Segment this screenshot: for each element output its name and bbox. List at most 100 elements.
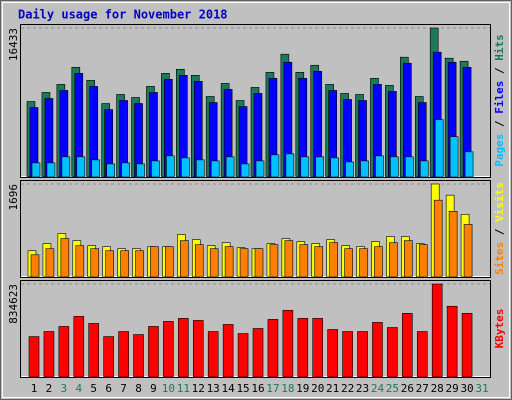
bar <box>285 153 295 178</box>
x-tick-label: 29 <box>446 382 459 395</box>
bar <box>166 155 175 178</box>
x-tick-label: 19 <box>296 382 309 395</box>
x-tick-label: 14 <box>222 382 236 395</box>
x-tick-label: 16 <box>251 382 264 395</box>
bar <box>239 248 249 278</box>
bar <box>103 336 114 378</box>
bar <box>46 162 56 178</box>
bar <box>282 309 294 378</box>
bar <box>327 329 338 378</box>
legend-separator: / <box>493 222 506 242</box>
legend-entry: Sites <box>493 242 506 275</box>
bar <box>135 250 144 278</box>
legend-entry: Visits <box>493 182 506 222</box>
bar <box>252 328 264 378</box>
x-tick-label: 3 <box>61 382 68 395</box>
bar <box>312 318 324 378</box>
bar <box>224 246 234 278</box>
bar <box>269 244 279 278</box>
x-tick-label: 7 <box>120 382 127 395</box>
bar <box>195 159 205 178</box>
bar <box>357 331 368 378</box>
x-tick-label: 23 <box>356 382 369 395</box>
bar <box>88 323 100 378</box>
bar <box>389 242 398 278</box>
bar <box>222 324 234 378</box>
x-tick-label: 22 <box>341 382 354 395</box>
x-tick-label: 2 <box>46 382 53 395</box>
x-tick-label: 21 <box>326 382 339 395</box>
bar <box>374 246 383 278</box>
bar <box>390 156 399 178</box>
bar <box>194 244 204 278</box>
bar <box>192 320 204 378</box>
bar <box>387 327 398 378</box>
bar <box>121 162 130 178</box>
bar <box>151 160 160 178</box>
legend-entry: Pages <box>493 134 506 167</box>
bar <box>416 331 428 378</box>
legend-separator: / <box>493 61 506 81</box>
bar <box>148 326 159 378</box>
bar <box>45 248 55 278</box>
x-tick-label: 5 <box>90 382 97 395</box>
bar <box>61 156 71 178</box>
legend-entry: Hits <box>493 34 506 61</box>
x-tick-label: 26 <box>401 382 414 395</box>
bar <box>178 318 189 378</box>
bar <box>267 319 279 378</box>
bar <box>28 336 40 378</box>
bar <box>360 160 369 178</box>
x-tick-label: 24 <box>371 382 385 395</box>
bar <box>418 244 428 278</box>
bar <box>284 240 294 278</box>
bar <box>344 248 353 278</box>
bar <box>90 248 100 278</box>
bar <box>464 151 474 178</box>
chart-title: Daily usage for November 2018 <box>18 8 228 22</box>
bar <box>463 224 473 278</box>
bar <box>270 154 280 178</box>
legend: KBytes <box>493 309 506 349</box>
x-tick-label: 28 <box>431 382 444 395</box>
bar <box>446 305 458 378</box>
legend-entry: Files <box>493 81 506 114</box>
x-tick-label: 20 <box>311 382 324 395</box>
bar <box>165 246 174 278</box>
bar <box>76 156 86 178</box>
bar <box>105 250 114 278</box>
x-tick-label: 13 <box>207 382 220 395</box>
bar <box>210 160 220 178</box>
bar <box>405 156 414 178</box>
y-tick-label: 1696 <box>7 184 20 211</box>
bar <box>433 199 443 278</box>
bar <box>448 211 458 278</box>
bar <box>461 313 473 378</box>
bar <box>209 248 219 278</box>
y-tick-label: 834623 <box>7 284 20 324</box>
bar <box>163 321 174 378</box>
legend-entry: KBytes <box>493 309 506 349</box>
bar <box>342 331 353 378</box>
bar <box>314 246 324 278</box>
bar <box>404 240 413 278</box>
bar <box>91 159 101 178</box>
bar <box>150 246 159 278</box>
bar <box>58 326 70 378</box>
bar <box>330 157 339 178</box>
bar <box>43 331 55 378</box>
bar <box>136 163 145 178</box>
x-tick-label: 6 <box>105 382 112 395</box>
x-tick-label: 17 <box>266 382 279 395</box>
x-tick-label: 12 <box>192 382 205 395</box>
bar <box>181 157 190 178</box>
bar <box>254 248 264 278</box>
x-tick-label: 4 <box>75 382 82 395</box>
x-tick-label: 15 <box>236 382 249 395</box>
x-tick-label: 18 <box>281 382 294 395</box>
x-tick-label: 25 <box>386 382 399 395</box>
bar <box>31 162 41 178</box>
bar <box>329 242 338 278</box>
bar <box>60 238 70 278</box>
x-tick-label: 31 <box>475 382 488 395</box>
